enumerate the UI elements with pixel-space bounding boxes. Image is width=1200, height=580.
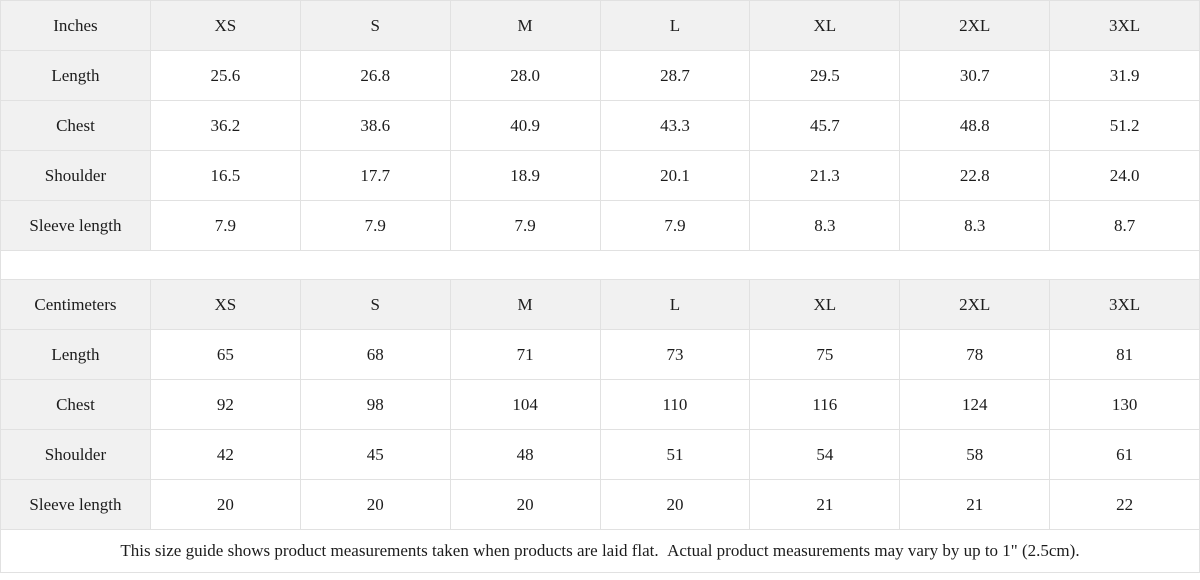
measurement-value-cell: 7.9 bbox=[299, 200, 451, 251]
measurement-value-cell: 36.2 bbox=[149, 100, 301, 151]
measurement-row: Chest 36.2 38.6 40.9 43.3 45.7 48.8 51.2 bbox=[0, 100, 1200, 151]
measurement-value-cell: 21 bbox=[899, 479, 1051, 530]
measurement-value-cell: 28.0 bbox=[449, 50, 601, 101]
measurement-value-cell: 20.1 bbox=[599, 150, 751, 201]
measurement-value-cell: 16.5 bbox=[149, 150, 301, 201]
measurement-value-cell: 68 bbox=[299, 329, 451, 380]
measurement-value-cell: 45.7 bbox=[749, 100, 901, 151]
measurement-row: Chest 92 98 104 110 116 124 130 bbox=[0, 379, 1200, 430]
size-header-row: Centimeters XS S M L XL 2XL 3XL bbox=[0, 279, 1200, 330]
size-column-header: XL bbox=[749, 279, 901, 330]
measurement-value-cell: 73 bbox=[599, 329, 751, 380]
measurement-value-cell: 54 bbox=[749, 429, 901, 480]
measurement-row: Length 25.6 26.8 28.0 28.7 29.5 30.7 31.9 bbox=[0, 50, 1200, 101]
measurement-value-cell: 8.7 bbox=[1049, 200, 1200, 251]
measurement-value-cell: 26.8 bbox=[299, 50, 451, 101]
measurement-row: Sleeve length 20 20 20 20 21 21 22 bbox=[0, 479, 1200, 530]
measurement-value-cell: 28.7 bbox=[599, 50, 751, 101]
measurement-value-cell: 75 bbox=[749, 329, 901, 380]
measurement-value-cell: 51.2 bbox=[1049, 100, 1200, 151]
measurement-value-cell: 8.3 bbox=[749, 200, 901, 251]
measurement-value-cell: 51 bbox=[599, 429, 751, 480]
measurement-label-cell: Sleeve length bbox=[0, 479, 151, 530]
measurement-value-cell: 22.8 bbox=[899, 150, 1051, 201]
measurement-value-cell: 58 bbox=[899, 429, 1051, 480]
size-column-header: 3XL bbox=[1049, 0, 1200, 51]
size-column-header: S bbox=[299, 279, 451, 330]
measurement-value-cell: 48 bbox=[449, 429, 601, 480]
measurement-value-cell: 31.9 bbox=[1049, 50, 1200, 101]
measurement-value-cell: 30.7 bbox=[899, 50, 1051, 101]
size-column-header: L bbox=[599, 0, 751, 51]
measurement-value-cell: 20 bbox=[599, 479, 751, 530]
measurement-value-cell: 71 bbox=[449, 329, 601, 380]
measurement-label-cell: Shoulder bbox=[0, 150, 151, 201]
measurement-value-cell: 42 bbox=[149, 429, 301, 480]
measurement-value-cell: 25.6 bbox=[149, 50, 301, 101]
measurement-value-cell: 43.3 bbox=[599, 100, 751, 151]
measurement-value-cell: 130 bbox=[1049, 379, 1200, 430]
measurement-value-cell: 98 bbox=[299, 379, 451, 430]
size-column-header: M bbox=[449, 279, 601, 330]
unit-label-cell: Centimeters bbox=[0, 279, 151, 330]
measurement-value-cell: 7.9 bbox=[599, 200, 751, 251]
measurement-value-cell: 61 bbox=[1049, 429, 1200, 480]
measurement-row: Length 65 68 71 73 75 78 81 bbox=[0, 329, 1200, 380]
size-column-header: XL bbox=[749, 0, 901, 51]
measurement-value-cell: 45 bbox=[299, 429, 451, 480]
unit-label-cell: Inches bbox=[0, 0, 151, 51]
measurement-value-cell: 21 bbox=[749, 479, 901, 530]
measurement-label-cell: Sleeve length bbox=[0, 200, 151, 251]
size-column-header: 3XL bbox=[1049, 279, 1200, 330]
measurement-value-cell: 40.9 bbox=[449, 100, 601, 151]
measurement-value-cell: 8.3 bbox=[899, 200, 1051, 251]
measurement-value-cell: 116 bbox=[749, 379, 901, 430]
measurement-label-cell: Length bbox=[0, 50, 151, 101]
measurement-value-cell: 110 bbox=[599, 379, 751, 430]
measurement-value-cell: 38.6 bbox=[299, 100, 451, 151]
measurement-value-cell: 78 bbox=[899, 329, 1051, 380]
measurement-row: Shoulder 42 45 48 51 54 58 61 bbox=[0, 429, 1200, 480]
size-column-header: 2XL bbox=[899, 0, 1051, 51]
measurement-value-cell: 48.8 bbox=[899, 100, 1051, 151]
size-column-header: 2XL bbox=[899, 279, 1051, 330]
size-column-header: M bbox=[449, 0, 601, 51]
measurement-value-cell: 92 bbox=[149, 379, 301, 430]
measurement-value-cell: 21.3 bbox=[749, 150, 901, 201]
size-column-header: S bbox=[299, 0, 451, 51]
measurement-label-cell: Length bbox=[0, 329, 151, 380]
size-header-row: Inches XS S M L XL 2XL 3XL bbox=[0, 0, 1200, 51]
size-column-header: XS bbox=[149, 279, 301, 330]
measurement-label-cell: Chest bbox=[0, 379, 151, 430]
measurement-label-cell: Shoulder bbox=[0, 429, 151, 480]
measurement-label-cell: Chest bbox=[0, 100, 151, 151]
measurement-value-cell: 104 bbox=[449, 379, 601, 430]
measurement-row: Shoulder 16.5 17.7 18.9 20.1 21.3 22.8 24.0 bbox=[0, 150, 1200, 201]
measurement-value-cell: 24.0 bbox=[1049, 150, 1200, 201]
measurement-value-cell: 18.9 bbox=[449, 150, 601, 201]
measurement-value-cell: 22 bbox=[1049, 479, 1200, 530]
size-column-header: XS bbox=[149, 0, 301, 51]
size-table-inches: Inches XS S M L XL 2XL 3XL Length 25.6 26.8 28.0 28.… bbox=[0, 0, 1200, 251]
measurement-value-cell: 29.5 bbox=[749, 50, 901, 101]
measurement-value-cell: 65 bbox=[149, 329, 301, 380]
measurement-row: Sleeve length 7.9 7.9 7.9 7.9 8.3 8.3 8.7 bbox=[0, 200, 1200, 251]
measurement-value-cell: 20 bbox=[149, 479, 301, 530]
size-guide-footnote: This size guide shows product measuremen… bbox=[0, 530, 1200, 573]
measurement-value-cell: 124 bbox=[899, 379, 1051, 430]
measurement-value-cell: 17.7 bbox=[299, 150, 451, 201]
table-gap bbox=[0, 251, 1200, 279]
size-column-header: L bbox=[599, 279, 751, 330]
measurement-value-cell: 20 bbox=[449, 479, 601, 530]
measurement-value-cell: 81 bbox=[1049, 329, 1200, 380]
measurement-value-cell: 20 bbox=[299, 479, 451, 530]
measurement-value-cell: 7.9 bbox=[149, 200, 301, 251]
size-table-centimeters: Centimeters XS S M L XL 2XL 3XL Length 65 68 71 73 75… bbox=[0, 279, 1200, 530]
measurement-value-cell: 7.9 bbox=[449, 200, 601, 251]
